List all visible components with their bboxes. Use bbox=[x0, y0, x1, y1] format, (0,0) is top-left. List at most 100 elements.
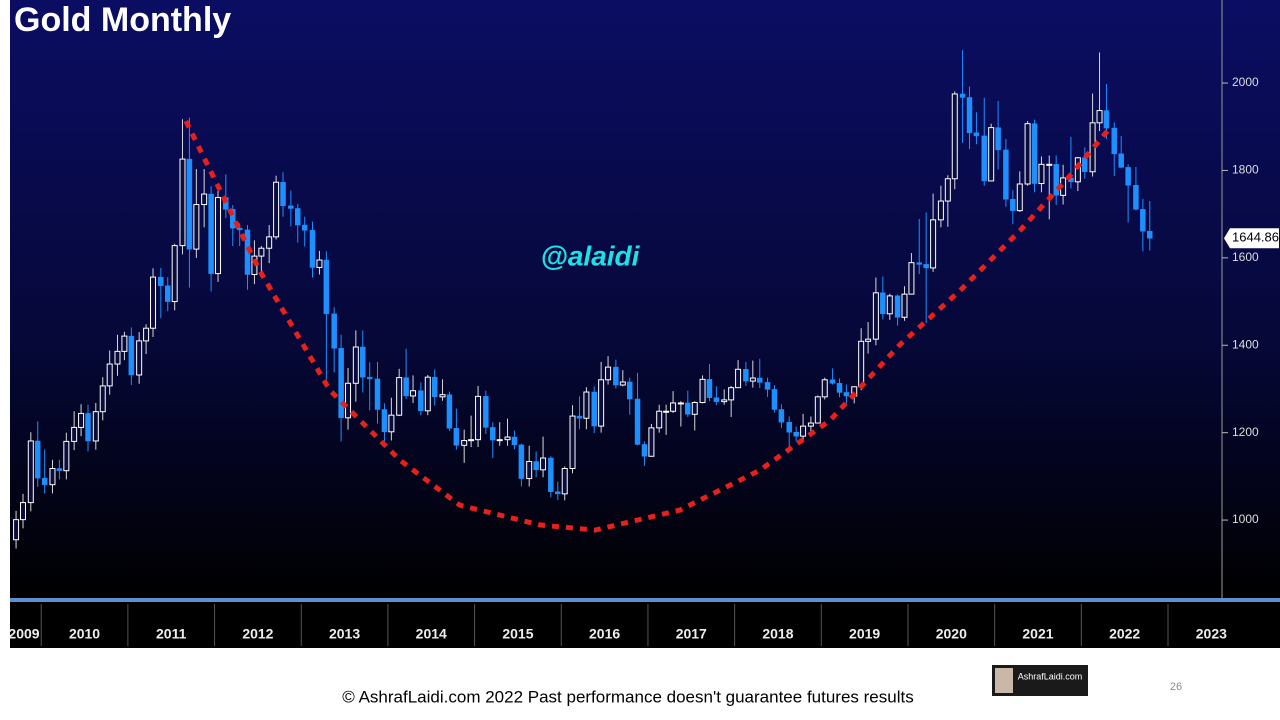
candle-body bbox=[230, 209, 236, 229]
candle-body bbox=[1133, 185, 1139, 210]
candle-body bbox=[576, 415, 583, 419]
candle-body bbox=[201, 193, 208, 206]
x-tick-label: 2014 bbox=[416, 626, 447, 642]
candle-body bbox=[295, 208, 301, 226]
candle-body bbox=[20, 502, 27, 521]
candle-body bbox=[641, 444, 648, 457]
x-tick-label: 2012 bbox=[242, 626, 273, 642]
candle-body bbox=[418, 390, 424, 412]
candle-body bbox=[634, 398, 641, 445]
candle-body bbox=[266, 236, 273, 249]
candle-body bbox=[366, 376, 373, 380]
candle-body bbox=[171, 245, 178, 303]
chart-title: Gold Monthly bbox=[14, 1, 231, 39]
candle-body bbox=[569, 415, 576, 470]
candle-body bbox=[1082, 157, 1088, 173]
axis-strip bbox=[10, 598, 1280, 602]
candle-body bbox=[756, 377, 763, 383]
candle-body bbox=[699, 378, 706, 404]
candle-body bbox=[865, 338, 872, 342]
candle-body bbox=[1103, 110, 1110, 129]
candle-body bbox=[685, 402, 691, 415]
candle-body bbox=[591, 391, 597, 427]
candle-body bbox=[258, 247, 265, 257]
candle-body bbox=[179, 158, 186, 247]
candle-body bbox=[728, 387, 735, 401]
candle-body bbox=[735, 368, 742, 389]
candle-body bbox=[561, 468, 568, 495]
candle-body bbox=[786, 421, 792, 433]
candle-body bbox=[143, 327, 150, 342]
candle-body bbox=[381, 409, 388, 433]
logo-photo bbox=[995, 668, 1013, 693]
x-tick-label: 2020 bbox=[936, 626, 967, 642]
candle-body bbox=[99, 385, 106, 413]
candle-body bbox=[288, 205, 294, 209]
candle-body bbox=[338, 348, 344, 419]
y-tick-label: 2000 bbox=[1232, 75, 1259, 89]
candle-body bbox=[988, 127, 995, 182]
y-tick-label: 1000 bbox=[1232, 512, 1259, 526]
candle-body bbox=[872, 292, 879, 340]
candle-body bbox=[526, 461, 533, 480]
candle-body bbox=[511, 436, 518, 446]
candle-body bbox=[504, 436, 511, 441]
logo-text: AshrafLaidi.com bbox=[1018, 671, 1083, 681]
candle-body bbox=[894, 295, 901, 318]
candle-body bbox=[916, 262, 922, 265]
candle-body bbox=[814, 396, 821, 424]
candle-body bbox=[821, 379, 828, 398]
candle-body bbox=[92, 411, 99, 442]
candle-body bbox=[901, 293, 908, 318]
candle-body bbox=[490, 427, 496, 441]
candle-body bbox=[771, 389, 778, 410]
candle-body bbox=[807, 422, 814, 427]
y-tick-label: 1400 bbox=[1232, 337, 1259, 351]
candle-body bbox=[663, 410, 670, 413]
candle-body bbox=[280, 181, 286, 207]
candle-body bbox=[186, 158, 193, 250]
candle-body bbox=[424, 376, 431, 412]
candle-body bbox=[150, 276, 157, 329]
candle-body bbox=[1038, 163, 1045, 185]
footer-text: © AshrafLaidi.com 2022 Past performance … bbox=[342, 687, 913, 706]
candle-body bbox=[656, 410, 663, 429]
candle-body bbox=[71, 426, 78, 442]
candle-body bbox=[908, 262, 915, 295]
candle-body bbox=[619, 381, 626, 386]
candle-body bbox=[403, 377, 409, 397]
candle-body bbox=[1096, 110, 1103, 124]
candle-body bbox=[301, 224, 308, 231]
candle-body bbox=[778, 409, 785, 423]
candle-body bbox=[461, 440, 468, 446]
x-tick-label: 2011 bbox=[156, 626, 187, 642]
x-axis-band bbox=[10, 602, 1280, 648]
x-tick-label: 2023 bbox=[1196, 626, 1227, 642]
x-tick-label: 2015 bbox=[502, 626, 533, 642]
candle-body bbox=[548, 457, 554, 492]
candle-body bbox=[13, 519, 20, 541]
candle-body bbox=[858, 340, 865, 388]
candle-body bbox=[540, 457, 547, 471]
candle-body bbox=[34, 440, 41, 479]
watermark: @alaidi bbox=[541, 240, 641, 271]
candle-body bbox=[128, 335, 135, 376]
candle-body bbox=[345, 382, 352, 419]
x-tick-label: 2013 bbox=[329, 626, 360, 642]
candle-body bbox=[193, 204, 200, 250]
candle-body bbox=[323, 259, 330, 315]
candle-body bbox=[626, 381, 633, 400]
candle-body bbox=[114, 350, 121, 365]
candle-body bbox=[648, 427, 655, 457]
candle-body bbox=[944, 178, 951, 202]
candle-body bbox=[966, 97, 973, 134]
candle-body bbox=[670, 402, 677, 412]
candle-body bbox=[995, 127, 1001, 151]
candle-body bbox=[605, 366, 612, 381]
candle-body bbox=[1016, 183, 1023, 212]
candle-body bbox=[446, 394, 453, 429]
candle-body bbox=[331, 313, 337, 349]
candle-body bbox=[721, 399, 728, 403]
candle-body bbox=[388, 414, 395, 433]
candle-body bbox=[555, 491, 561, 495]
